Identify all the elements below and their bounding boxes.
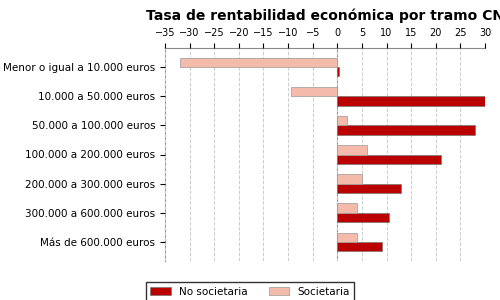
Bar — [338, 145, 367, 154]
Bar — [338, 125, 475, 135]
Bar — [338, 96, 488, 106]
Bar — [180, 58, 338, 67]
Bar — [338, 154, 440, 164]
Bar — [338, 233, 357, 242]
Bar — [338, 184, 402, 193]
Legend: No societaria, Societaria: No societaria, Societaria — [146, 283, 354, 300]
Bar — [338, 203, 357, 213]
Bar — [338, 116, 347, 125]
Bar — [290, 87, 338, 96]
Bar — [338, 242, 382, 251]
Bar — [338, 213, 389, 222]
Bar — [338, 67, 339, 76]
Bar — [338, 174, 362, 184]
Title: Tasa de rentabilidad económica por tramo CN: Tasa de rentabilidad económica por tramo… — [146, 8, 500, 23]
